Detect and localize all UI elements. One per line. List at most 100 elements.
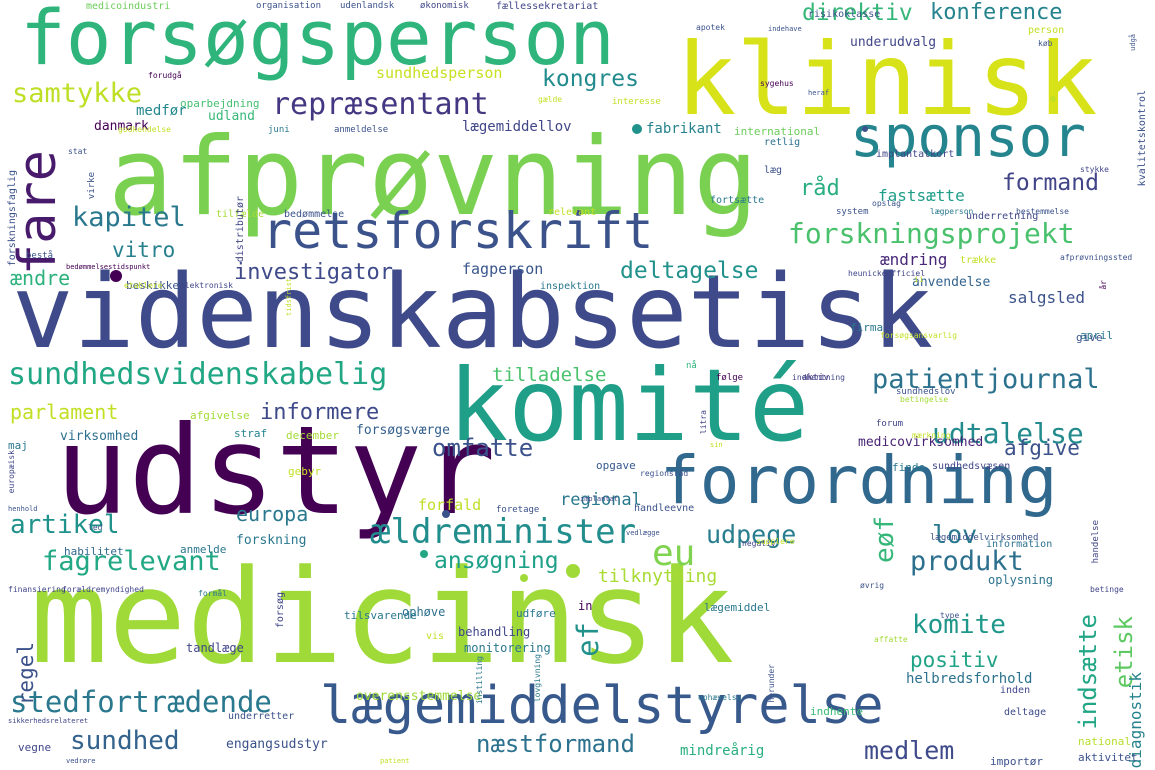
word: vedrøre: [66, 757, 96, 765]
word: regional: [560, 490, 642, 510]
word: komité: [448, 347, 810, 464]
word: udenlandsk: [340, 1, 395, 11]
word: give: [1076, 331, 1103, 344]
word: anvendelse: [912, 275, 991, 290]
word: formål: [198, 589, 227, 598]
word: stedfortrædende: [10, 685, 272, 719]
word: godkendelse: [118, 125, 171, 134]
word: afprøvningssted: [1060, 253, 1133, 262]
word: tilfælde: [216, 209, 265, 220]
word: læg: [764, 165, 783, 176]
word: oplysning: [988, 573, 1054, 587]
word: danmark: [94, 119, 149, 134]
word: beskikke: [126, 279, 179, 292]
word: parlament: [10, 400, 119, 424]
word: kapitel: [72, 202, 186, 233]
word: fagrelevant: [42, 546, 221, 577]
word: december: [286, 429, 339, 442]
word: risikoklasse: [808, 9, 881, 20]
dot-mark: [566, 564, 580, 578]
word: handelse: [1091, 520, 1101, 564]
word: trække: [960, 255, 997, 266]
word: sikkerhedsrelateret: [8, 717, 89, 725]
word: sponsor: [850, 105, 1087, 170]
word: virksomhed: [60, 429, 139, 444]
word: habilitet: [64, 545, 124, 558]
word: vedlægge: [626, 529, 660, 537]
word: medicoindustri: [86, 1, 171, 12]
word: aktiv: [802, 373, 830, 383]
word: indehave: [768, 25, 802, 33]
word: henhold: [8, 505, 38, 513]
word: information: [986, 539, 1053, 550]
word: heraf: [808, 89, 830, 97]
word: lægemiddel: [704, 601, 771, 614]
dot-mark: [520, 574, 528, 582]
word: økonomisk: [420, 1, 469, 11]
word: samtykke: [12, 78, 143, 109]
word: retlig: [764, 137, 801, 148]
word: forudgå: [148, 71, 182, 80]
word: elektronisk: [180, 281, 233, 290]
word: ændre: [10, 266, 71, 290]
word: patient: [380, 757, 410, 765]
dot-mark: [110, 270, 122, 282]
word: indhentning: [792, 373, 845, 382]
word: led: [88, 523, 103, 532]
word: anmeldelse: [334, 125, 389, 135]
word: aktivitet: [1078, 751, 1138, 764]
word: gælde: [538, 95, 563, 104]
word: negativ: [742, 539, 776, 548]
word: forsøgsperson: [20, 0, 615, 82]
word: forsøg: [275, 592, 286, 629]
word: forskning: [236, 533, 307, 548]
word: handleevne: [634, 503, 695, 514]
word: investigator: [234, 260, 393, 285]
word: finansiering: [8, 585, 66, 594]
word: behandling: [458, 625, 531, 639]
word: kongres: [542, 66, 639, 92]
word: lægemiddellov: [462, 119, 572, 135]
word: repræsentant: [272, 87, 489, 122]
word: fabrikant: [646, 121, 722, 137]
word: interesse: [612, 97, 661, 107]
word: indsætte: [1074, 614, 1102, 730]
word: produkt: [910, 546, 1024, 577]
word: underretter: [228, 711, 295, 722]
word: lægemiddelstyrelse: [320, 676, 884, 736]
word: etablere: [124, 281, 163, 290]
dot-mark: [442, 510, 450, 518]
word: finde: [892, 461, 926, 474]
dot-mark: [420, 550, 428, 558]
word: lov: [932, 520, 978, 549]
word: inspektion: [540, 281, 601, 292]
word: forskningsfaglig: [7, 170, 18, 267]
word: lægperson: [930, 207, 974, 216]
word: mindreårig: [680, 743, 765, 759]
word: bedømmelsestidspunkt: [66, 263, 151, 271]
word: artikel: [10, 510, 120, 540]
word: opgave: [596, 459, 636, 472]
word: eu: [652, 533, 696, 574]
word: opslag: [872, 199, 901, 208]
word: afgive: [1004, 436, 1080, 460]
word: relevant: [548, 207, 597, 218]
word: ii: [914, 275, 924, 284]
word: medlem: [864, 736, 955, 765]
word: lægemiddelvirksomhed: [930, 533, 1039, 543]
word: øvrig: [860, 581, 885, 590]
word: tilladelse: [492, 364, 607, 386]
word: vis: [426, 631, 445, 642]
word: regionsråd: [640, 469, 689, 478]
word: fastsætte: [878, 186, 965, 205]
word: ansøgning: [434, 548, 559, 574]
word: konference: [930, 0, 1063, 25]
word: komite: [912, 610, 1006, 640]
dot-mark: [632, 124, 642, 134]
word: medicovirksomhed: [858, 435, 984, 450]
word: salgsled: [1008, 288, 1086, 307]
dot-mark: [862, 126, 868, 132]
word: deltagelse: [620, 258, 759, 284]
word: udstyr: [55, 400, 496, 542]
word: implantat: [580, 495, 618, 503]
